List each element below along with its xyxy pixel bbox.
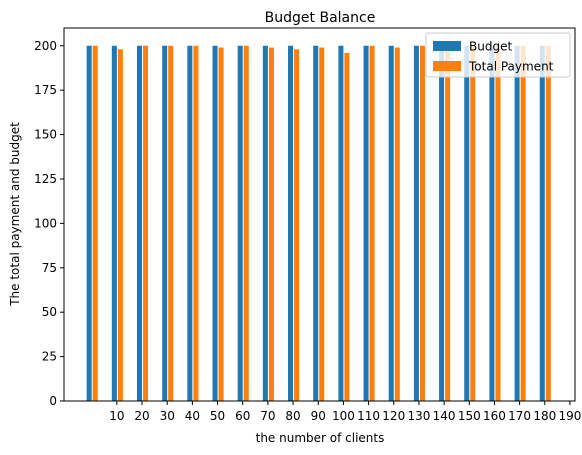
bar-budget-7 [262, 45, 268, 401]
bar-total-payment-17 [520, 45, 526, 401]
y-axis: 0 25 50 75 100 125 150 175 200 [34, 39, 64, 408]
bar-budget-10 [338, 45, 344, 401]
x-axis: 10 20 30 40 50 60 70 80 90 100 110 120 130 140 150 160 1… [109, 401, 581, 423]
bar-budget-0 [86, 45, 92, 401]
bar-total-payment-11 [369, 45, 375, 401]
y-tick-label: 125 [34, 172, 57, 186]
x-tick-label: 140 [433, 409, 456, 423]
x-axis-label: the number of clients [256, 431, 385, 445]
x-tick-label: 70 [260, 409, 275, 423]
bar-budget-4 [187, 45, 193, 401]
x-tick-label: 40 [185, 409, 200, 423]
bar-total-payment-1 [117, 49, 123, 402]
x-tick-label: 160 [483, 409, 506, 423]
bar-total-payment-2 [143, 45, 149, 401]
bar-total-payment-4 [193, 45, 199, 401]
bar-budget-9 [313, 45, 319, 401]
bar-total-payment-15 [470, 45, 476, 401]
bar-total-payment-8 [294, 49, 300, 402]
x-tick-label: 120 [382, 409, 405, 423]
x-tick-label: 90 [311, 409, 326, 423]
bar-total-payment-14 [445, 45, 451, 401]
y-tick-label: 175 [34, 83, 57, 97]
x-tick-label: 150 [458, 409, 481, 423]
legend-swatch-budget [433, 41, 461, 51]
bars-layer [86, 45, 551, 402]
legend-frame [425, 32, 571, 78]
bar-total-payment-13 [419, 45, 425, 401]
bar-budget-5 [212, 45, 218, 401]
x-tick-label: 50 [210, 409, 225, 423]
x-tick-label: 190 [559, 409, 582, 423]
bar-budget-8 [288, 45, 294, 401]
bar-total-payment-7 [268, 47, 274, 401]
y-axis-label: The total payment and budget [8, 122, 22, 307]
legend-swatch-total-payment [433, 61, 461, 71]
bar-budget-12 [388, 45, 394, 401]
bar-total-payment-3 [168, 45, 174, 401]
bar-budget-18 [539, 45, 545, 401]
bar-budget-14 [439, 45, 445, 401]
bar-budget-3 [162, 45, 168, 401]
x-tick-label: 110 [357, 409, 380, 423]
x-tick-label: 30 [160, 409, 175, 423]
bar-total-payment-10 [344, 52, 350, 402]
x-tick-label: 10 [109, 409, 124, 423]
bar-total-payment-12 [394, 47, 400, 401]
chart-title: Budget Balance [265, 10, 376, 26]
y-tick-label: 75 [42, 261, 57, 275]
x-tick-label: 170 [508, 409, 531, 423]
x-tick-label: 80 [285, 409, 300, 423]
legend-label-total-payment: Total Payment [468, 60, 554, 74]
x-tick-label: 130 [407, 409, 430, 423]
bar-budget-17 [514, 45, 520, 401]
y-tick-label: 150 [34, 128, 57, 142]
x-tick-label: 100 [332, 409, 355, 423]
bar-budget-16 [489, 45, 495, 401]
bar-total-payment-9 [319, 47, 325, 401]
y-tick-label: 25 [42, 350, 57, 364]
x-tick-label: 180 [533, 409, 556, 423]
legend-label-budget: Budget [469, 40, 512, 54]
bar-total-payment-5 [218, 47, 224, 401]
y-tick-label: 50 [42, 305, 57, 319]
x-tick-label: 20 [134, 409, 149, 423]
bar-budget-6 [237, 45, 243, 401]
bar-budget-15 [464, 45, 470, 401]
bar-total-payment-6 [243, 45, 249, 401]
plot-frame [63, 27, 576, 402]
y-tick-label: 200 [34, 39, 57, 53]
bar-budget-1 [111, 45, 117, 401]
bar-total-payment-18 [545, 45, 551, 401]
y-tick-label: 0 [49, 394, 57, 408]
bar-total-payment-0 [92, 45, 98, 401]
bar-total-payment-16 [495, 45, 501, 401]
x-tick-label: 60 [235, 409, 250, 423]
legend: Budget Total Payment [425, 32, 571, 78]
y-tick-label: 100 [34, 216, 57, 230]
bar-budget-13 [413, 45, 419, 401]
bar-budget-2 [137, 45, 143, 401]
bar-budget-11 [363, 45, 369, 401]
